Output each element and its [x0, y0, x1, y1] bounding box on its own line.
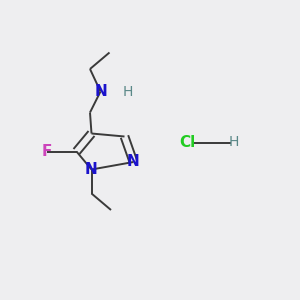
Text: Cl: Cl	[179, 135, 196, 150]
Text: F: F	[41, 144, 52, 159]
Text: N: N	[94, 84, 107, 99]
Text: H: H	[122, 85, 133, 98]
Text: H: H	[229, 136, 239, 149]
Text: N: N	[127, 154, 140, 169]
Text: N: N	[85, 162, 98, 177]
